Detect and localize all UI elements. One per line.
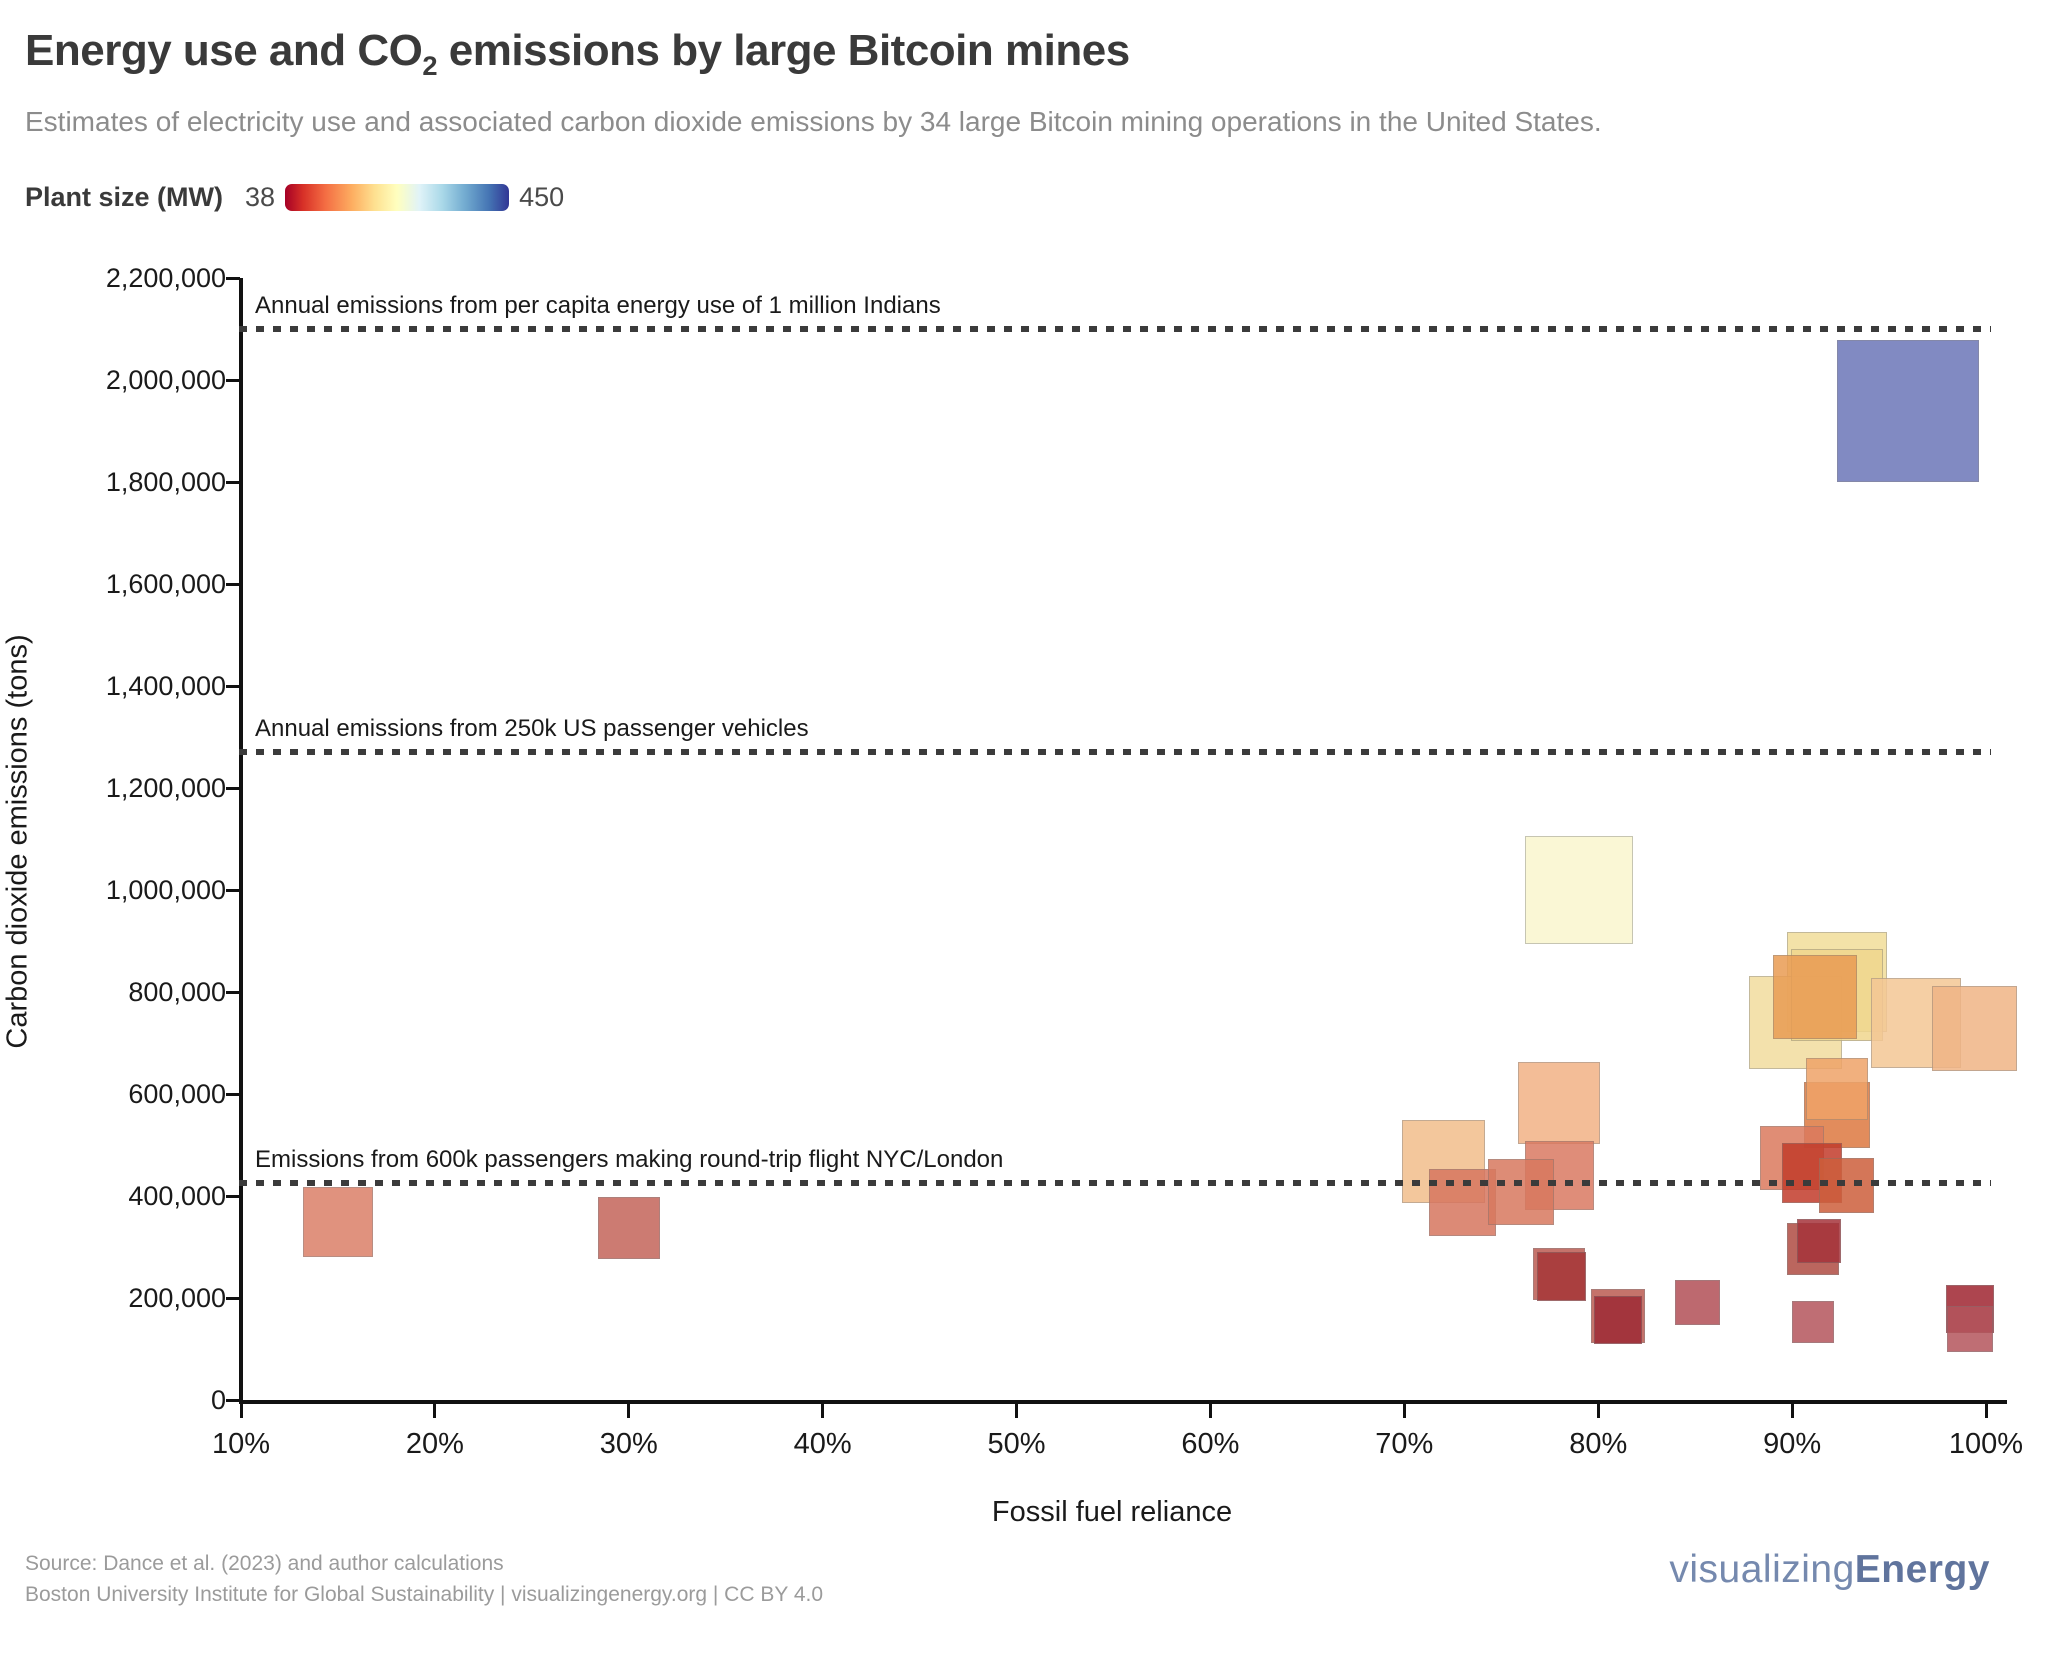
data-point-square bbox=[1524, 836, 1633, 944]
y-tick-label: 600,000 bbox=[128, 1079, 226, 1109]
y-tick-label: 0 bbox=[210, 1385, 226, 1415]
data-point-square bbox=[1797, 1218, 1842, 1263]
y-tick-label: 1,600,000 bbox=[105, 569, 226, 599]
reference-line-label: Annual emissions from 250k US passenger … bbox=[255, 715, 809, 743]
page-title: Energy use and CO2 emissions by large Bi… bbox=[25, 26, 1130, 82]
data-point-square bbox=[1792, 1301, 1835, 1344]
y-axis-tick bbox=[226, 990, 240, 994]
y-tick-label: 200,000 bbox=[128, 1283, 226, 1313]
x-axis-tick bbox=[1208, 1404, 1212, 1418]
logo-prefix: visualizing bbox=[1669, 1548, 1855, 1591]
reference-line-label: Emissions from 600k passengers making ro… bbox=[255, 1146, 1004, 1174]
reference-line-label: Annual emissions from per capita energy … bbox=[255, 292, 941, 319]
y-axis-tick bbox=[226, 786, 240, 790]
y-axis-title: Carbon dioxide emissions (tons) bbox=[1, 634, 34, 1049]
legend-max-value: 450 bbox=[519, 181, 565, 212]
y-axis-tick bbox=[226, 1194, 240, 1198]
x-tick-label: 10% bbox=[211, 1428, 271, 1460]
footer-source-line: Source: Dance et al. (2023) and author c… bbox=[25, 1552, 504, 1575]
legend-colorbar bbox=[285, 183, 510, 211]
title-subscript: 2 bbox=[422, 49, 438, 81]
y-tick-label: 1,200,000 bbox=[105, 773, 226, 803]
x-axis-tick bbox=[627, 1404, 631, 1418]
data-point-square bbox=[1429, 1168, 1496, 1236]
x-axis-tick bbox=[1402, 1404, 1406, 1418]
x-axis-tick bbox=[1015, 1404, 1019, 1418]
data-point-square bbox=[1773, 955, 1858, 1040]
plant-size-legend: Plant size (MW) 38 450 bbox=[25, 182, 564, 212]
y-axis-tick bbox=[226, 888, 240, 892]
x-axis-tick bbox=[1984, 1404, 1988, 1418]
y-axis-tick bbox=[226, 1398, 240, 1402]
logo-suffix: Energy bbox=[1854, 1548, 1990, 1591]
x-tick-label: 40% bbox=[793, 1428, 852, 1460]
x-tick-label: 70% bbox=[1375, 1428, 1434, 1460]
y-axis-tick bbox=[226, 480, 240, 484]
y-axis-tick bbox=[226, 684, 240, 688]
x-tick-label: 60% bbox=[1181, 1428, 1240, 1460]
reference-line bbox=[239, 326, 1991, 332]
title-part1: Energy use and CO bbox=[25, 26, 423, 75]
page-subtitle: Estimates of electricity use and associa… bbox=[25, 106, 1602, 137]
y-axis-tick bbox=[226, 1092, 240, 1096]
x-axis-spine bbox=[239, 1400, 2007, 1404]
reference-line bbox=[239, 749, 1991, 756]
data-point-square bbox=[1593, 1295, 1642, 1344]
y-axis-tick bbox=[226, 378, 240, 382]
x-axis-tick bbox=[239, 1404, 243, 1418]
y-axis-tick bbox=[226, 582, 240, 586]
x-axis-tick bbox=[433, 1404, 437, 1418]
footer: Source: Dance et al. (2023) and author c… bbox=[25, 1548, 823, 1610]
data-point-square bbox=[302, 1186, 373, 1257]
data-point-square bbox=[1931, 986, 2017, 1072]
y-axis-tick bbox=[226, 276, 240, 280]
legend-title: Plant size (MW) bbox=[25, 181, 224, 212]
y-tick-label: 400,000 bbox=[128, 1181, 226, 1211]
data-point-square bbox=[1837, 339, 1980, 482]
footer-org-line: Boston University Institute for Global S… bbox=[25, 1583, 824, 1606]
x-axis-tick bbox=[1790, 1404, 1794, 1418]
x-tick-label: 100% bbox=[1948, 1428, 2024, 1460]
y-axis-spine bbox=[239, 278, 243, 1402]
data-point-square bbox=[597, 1197, 660, 1260]
x-tick-label: 90% bbox=[1763, 1428, 1822, 1460]
y-tick-label: 1,000,000 bbox=[105, 875, 226, 905]
data-point-square bbox=[1487, 1158, 1554, 1225]
data-point-square bbox=[1805, 1057, 1868, 1120]
x-tick-label: 20% bbox=[405, 1428, 464, 1460]
x-axis-title: Fossil fuel reliance bbox=[991, 1496, 1233, 1528]
visualizing-energy-logo: visualizingEnergy bbox=[1669, 1548, 1990, 1592]
y-tick-label: 1,800,000 bbox=[105, 467, 226, 497]
data-point-square bbox=[1947, 1305, 1994, 1352]
y-tick-label: 2,000,000 bbox=[105, 365, 226, 395]
x-tick-label: 80% bbox=[1569, 1428, 1628, 1460]
y-tick-label: 800,000 bbox=[128, 977, 226, 1007]
x-axis-tick bbox=[821, 1404, 825, 1418]
data-point-square bbox=[1518, 1062, 1601, 1145]
title-part2: emissions by large Bitcoin mines bbox=[437, 26, 1130, 75]
x-tick-label: 30% bbox=[599, 1428, 658, 1460]
y-axis-tick bbox=[226, 1296, 240, 1300]
y-tick-label: 1,400,000 bbox=[105, 671, 226, 701]
y-tick-label: 2,200,000 bbox=[105, 263, 226, 293]
reference-line bbox=[239, 1180, 1991, 1187]
data-point-square bbox=[1674, 1279, 1720, 1325]
x-axis-tick bbox=[1596, 1404, 1600, 1418]
x-tick-label: 50% bbox=[987, 1428, 1046, 1460]
legend-min-value: 38 bbox=[245, 181, 276, 212]
data-point-square bbox=[1536, 1251, 1586, 1301]
